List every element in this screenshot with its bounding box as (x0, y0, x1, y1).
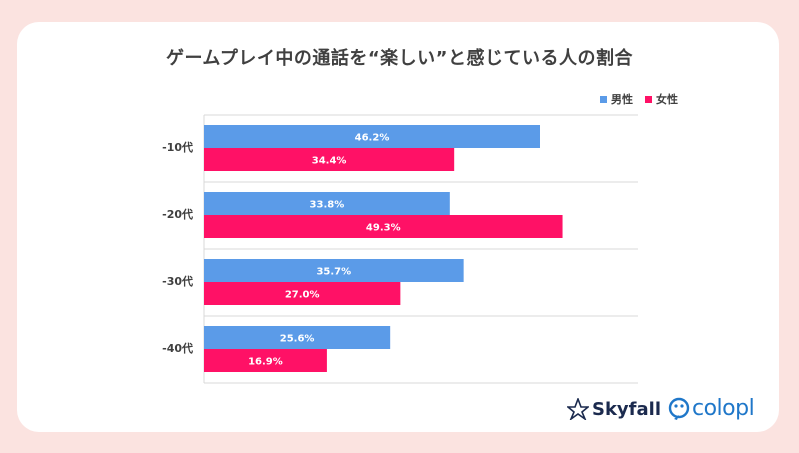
legend-swatch-female (645, 95, 652, 103)
category-label: -30代 (162, 274, 193, 288)
bar-female (204, 148, 455, 171)
chart-title: ゲームプレイ中の通話を“楽しい”と感じている人の割合 (165, 48, 634, 69)
category-label: -20代 (162, 207, 193, 221)
bar-male (204, 125, 540, 148)
legend: 男性 女性 (600, 91, 678, 107)
skyfall-wordmark: Skyfall (592, 398, 661, 420)
skyfall-logo: Skyfall (567, 398, 661, 420)
legend-item-female: 女性 (645, 91, 678, 107)
bar-male (204, 259, 464, 282)
data-label: 16.9% (248, 357, 283, 368)
data-label: 35.7% (316, 267, 351, 278)
colopl-wordmark: colopl (692, 396, 755, 421)
data-label: 33.8% (310, 200, 345, 211)
legend-swatch-male (600, 95, 607, 103)
bar-male (204, 326, 391, 349)
bar-male (204, 192, 450, 215)
skyfall-mark-icon (567, 398, 589, 420)
data-label: 25.6% (280, 334, 315, 345)
bar-female (204, 349, 327, 372)
data-label: 27.0% (285, 290, 320, 301)
category-label: -40代 (162, 341, 193, 355)
data-label: 34.4% (312, 156, 347, 167)
legend-item-male: 男性 (600, 91, 633, 107)
colopl-mark-icon (668, 397, 690, 420)
bar-female (204, 215, 563, 238)
legend-label-male: 男性 (611, 93, 633, 106)
category-label: -10代 (162, 140, 193, 154)
data-label: 49.3% (366, 223, 401, 234)
bar-female (204, 282, 401, 305)
data-label: 46.2% (355, 133, 390, 144)
legend-label-female: 女性 (656, 93, 678, 106)
colopl-logo: colopl (668, 396, 755, 421)
